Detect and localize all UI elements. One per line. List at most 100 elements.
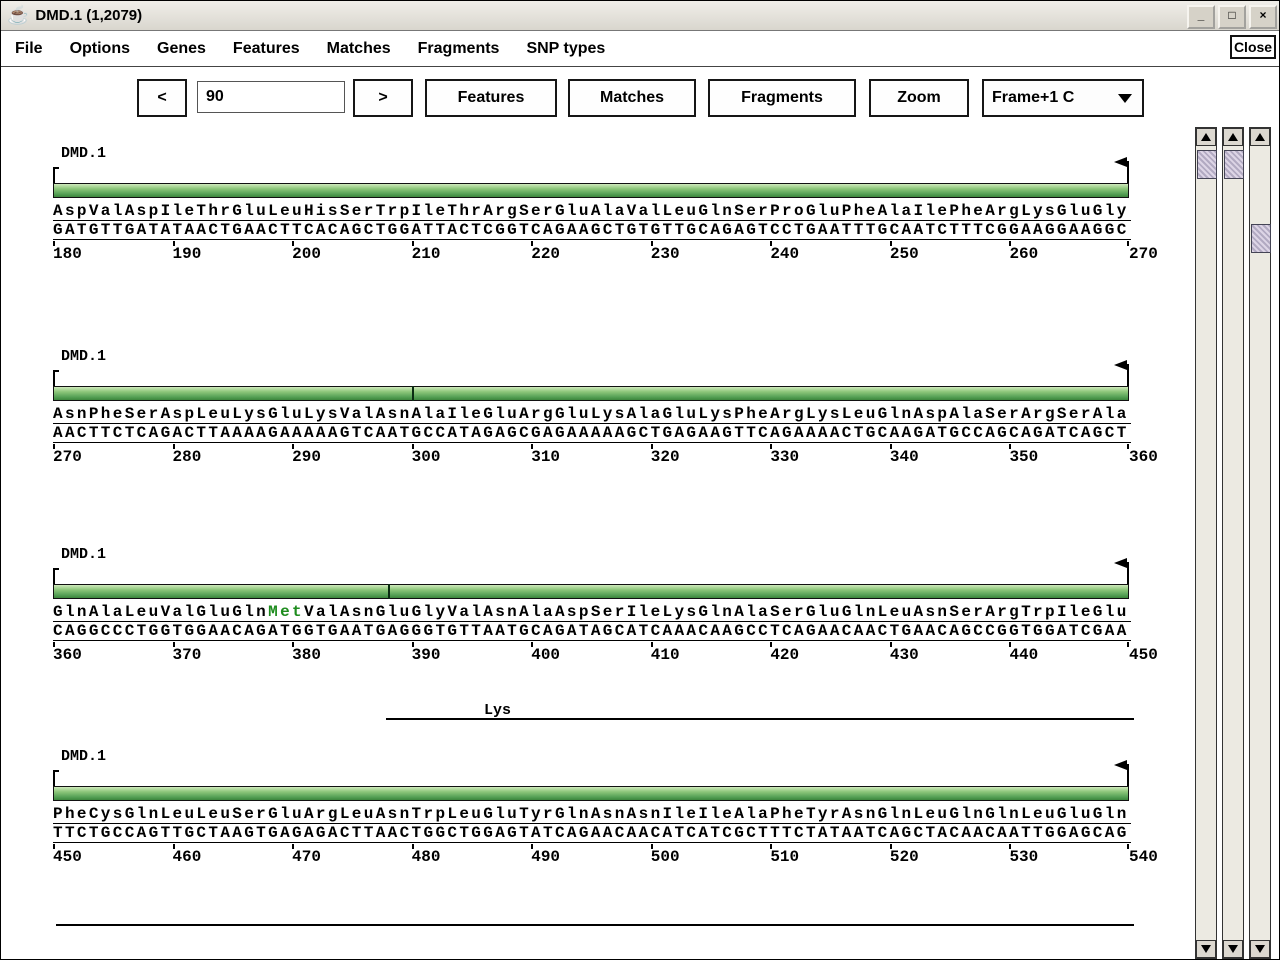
axis-tick [53,844,55,849]
axis-tick [292,444,295,449]
fragments-button[interactable]: Fragments [708,79,856,117]
scrollbar-1-thumb[interactable] [1197,150,1217,179]
axis-tick-label: 250 [889,245,919,263]
axis-tick-label: 310 [531,448,561,466]
scrollbar-1[interactable] [1195,127,1217,959]
frame-select-value: Frame+1 C [992,89,1075,106]
features-button[interactable]: Features [425,79,557,117]
axis-tick-label: 290 [292,448,321,466]
menu-features[interactable]: Features [232,39,300,57]
axis-tick-label: 210 [411,245,441,263]
scroll-up-icon[interactable] [1196,128,1216,146]
axis-tick-label: 430 [889,646,919,664]
maximize-button[interactable]: □ [1218,5,1246,29]
start-codon-met: Met [268,603,304,621]
axis-tick-label: 410 [650,646,680,664]
bar-start-tick [53,167,59,184]
axis-tick-label: 360 [1129,448,1158,466]
axis-tick-label: 480 [411,848,441,866]
axis-tick-label: 300 [411,448,441,466]
menu-file[interactable]: File [15,39,43,57]
menu-fragments[interactable]: Fragments [417,39,500,57]
exon-boundary-marker [411,386,414,401]
axis-tick-label: 500 [650,848,680,866]
bar-end-line [1127,764,1129,787]
axis-tick-label: 270 [53,448,82,466]
axis-tick-label: 200 [292,245,321,263]
position-input[interactable] [197,81,345,113]
amino-acid-row: GlnAlaLeuValGluGlnMetValAsnGluGlyValAsnA… [53,603,1131,622]
axis-tick-label: 450 [53,848,82,866]
scrollbar-3[interactable] [1249,127,1271,959]
gene-bar[interactable] [53,584,1129,599]
axis-tick-label: 540 [1129,848,1158,866]
frame-select[interactable]: Frame+1 C [982,79,1144,117]
axis-tick [172,444,175,449]
zoom-button[interactable]: Zoom [869,79,969,117]
axis-tick-label: 460 [172,848,202,866]
scroll-down-icon[interactable] [1196,940,1216,958]
amino-acid-row: PheCysGlnLeuLeuSerGluArgLeuAsnTrpLeuGluT… [53,805,1131,824]
chevron-down-icon [1118,93,1132,103]
axis-tick-label: 390 [411,646,441,664]
window-title: DMD.1 (1,2079) [35,7,143,24]
bar-start-tick [53,568,59,585]
scroll-up-icon[interactable] [1223,128,1243,146]
strand-arrow-icon [1114,760,1127,770]
axis-tick-label: 240 [770,245,800,263]
feature-line-lys[interactable] [386,718,1134,720]
strand-arrow-icon [1114,360,1127,370]
feature-line-bottom[interactable] [56,924,1134,926]
axis-tick [53,642,55,647]
axis-tick [53,241,55,246]
axis-tick [650,444,653,449]
sequence-panel-2: DMD.1 AsnPheSerAspLeuLysGluLysValAsnAlaI… [53,348,1158,474]
axis-tick-label: 370 [172,646,202,664]
matches-button[interactable]: Matches [568,79,696,117]
axis-tick [531,241,534,246]
scrollbar-2[interactable] [1222,127,1244,959]
menu-snp-types[interactable]: SNP types [526,39,606,57]
axis-tick-label: 180 [53,245,82,263]
axis-tick [770,844,773,849]
axis-tick-label: 450 [1129,646,1158,664]
axis-tick-label: 470 [292,848,321,866]
axis-tick [172,241,175,246]
scroll-down-icon[interactable] [1223,940,1243,958]
axis-tick-label: 230 [650,245,680,263]
menu-matches[interactable]: Matches [326,39,391,57]
axis-tick-label: 350 [1009,448,1039,466]
axis-tick-label: 340 [889,448,919,466]
axis-tick-label: 270 [1129,245,1158,263]
sequence-name: DMD.1 [61,145,107,162]
scroll-down-icon[interactable] [1250,940,1270,958]
close-button[interactable]: Close [1230,35,1276,59]
title-bar: ☕ DMD.1 (1,2079) _ □ × [1,1,1279,31]
axis-tick [531,844,534,849]
strand-arrow-icon [1114,157,1127,167]
axis-tick-label: 280 [172,448,202,466]
axis-tick [1009,844,1012,849]
window-controls: _ □ × [1187,5,1277,29]
gene-bar[interactable] [53,183,1129,198]
prev-button[interactable]: < [137,79,187,117]
scrollbar-2-thumb[interactable] [1224,150,1244,179]
axis-tick-label: 380 [292,646,321,664]
axis-tick [889,444,892,449]
axis-tick [770,642,773,647]
close-window-button[interactable]: × [1249,5,1277,29]
bar-end-line [1127,562,1129,585]
gene-bar[interactable] [53,386,1129,401]
menu-genes[interactable]: Genes [157,39,206,57]
axis-tick-label: 420 [770,646,800,664]
feature-label-lys: Lys [484,702,512,719]
minimize-button[interactable]: _ [1187,5,1215,29]
scroll-up-icon[interactable] [1250,128,1270,146]
gene-bar[interactable] [53,786,1129,801]
menu-options[interactable]: Options [69,39,130,57]
scrollbar-3-thumb[interactable] [1251,224,1271,253]
next-button[interactable]: > [353,79,413,117]
strand-arrow-icon [1114,558,1127,568]
dna-sequence-row: CAGGCCCTGGTGGAACAGATGGTGAATGAGGGTGTTAATG… [53,622,1131,641]
